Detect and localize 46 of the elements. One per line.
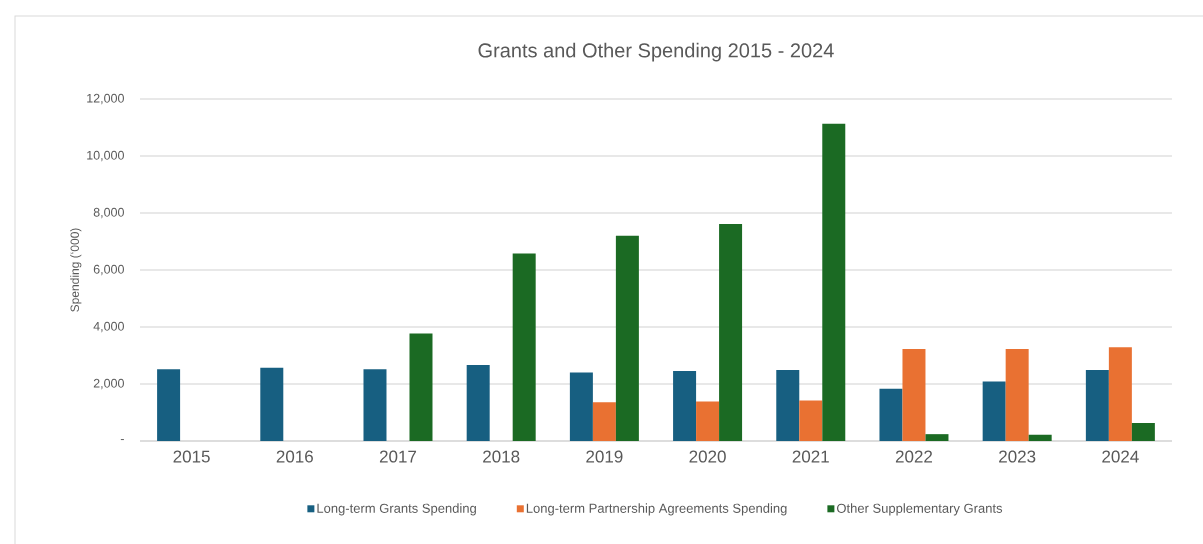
bar <box>466 364 490 441</box>
x-tick-label: 2022 <box>895 450 933 463</box>
bar <box>902 348 926 441</box>
bar <box>719 224 743 441</box>
x-tick-label: 2015 <box>173 450 210 463</box>
bar <box>260 367 284 441</box>
legend-label: Long-term Grants Spending <box>317 503 476 516</box>
bar <box>1005 348 1029 441</box>
bar <box>512 253 536 441</box>
bar <box>799 400 823 441</box>
bar <box>1108 347 1132 441</box>
y-tick-label: 2,000 <box>93 378 124 390</box>
y-tick-label: 12,000 <box>87 93 124 105</box>
bar <box>925 434 949 441</box>
x-tick-label: 2023 <box>999 450 1036 463</box>
bar <box>879 388 903 441</box>
legend-label: Other Supplementary Grants <box>837 503 1003 516</box>
bar <box>1085 370 1109 441</box>
x-tick-label: 2016 <box>276 450 313 463</box>
bar <box>696 401 720 441</box>
bar <box>982 381 1006 441</box>
bar <box>569 372 593 441</box>
y-tick-label: 8,000 <box>93 207 124 219</box>
bar <box>822 123 846 441</box>
bar <box>363 369 387 441</box>
x-tick-label: 2019 <box>586 450 623 463</box>
y-tick-label: 4,000 <box>93 321 124 333</box>
bar <box>157 369 181 441</box>
bar <box>1028 434 1052 441</box>
x-tick-label: 2017 <box>379 450 417 463</box>
bar <box>615 235 639 441</box>
x-tick-label: 2018 <box>483 450 520 463</box>
y-axis-title: Spending (‘000) <box>70 228 82 312</box>
y-tick-label: 6,000 <box>93 264 124 276</box>
bar <box>592 402 616 441</box>
x-tick-label: 2020 <box>689 450 726 463</box>
x-tick-label: 2024 <box>1102 450 1139 463</box>
bar <box>673 370 697 441</box>
chart-title: Grants and Other Spending 2015 - 2024 <box>478 42 834 62</box>
bar <box>409 333 433 441</box>
y-tick-label: - <box>120 439 124 441</box>
y-tick-label: 10,000 <box>87 150 124 162</box>
legend-label: Long-term Partnership Agreements Spending <box>526 503 787 516</box>
bar <box>776 370 800 441</box>
bar <box>1131 423 1155 441</box>
x-tick-label: 2021 <box>792 450 829 463</box>
